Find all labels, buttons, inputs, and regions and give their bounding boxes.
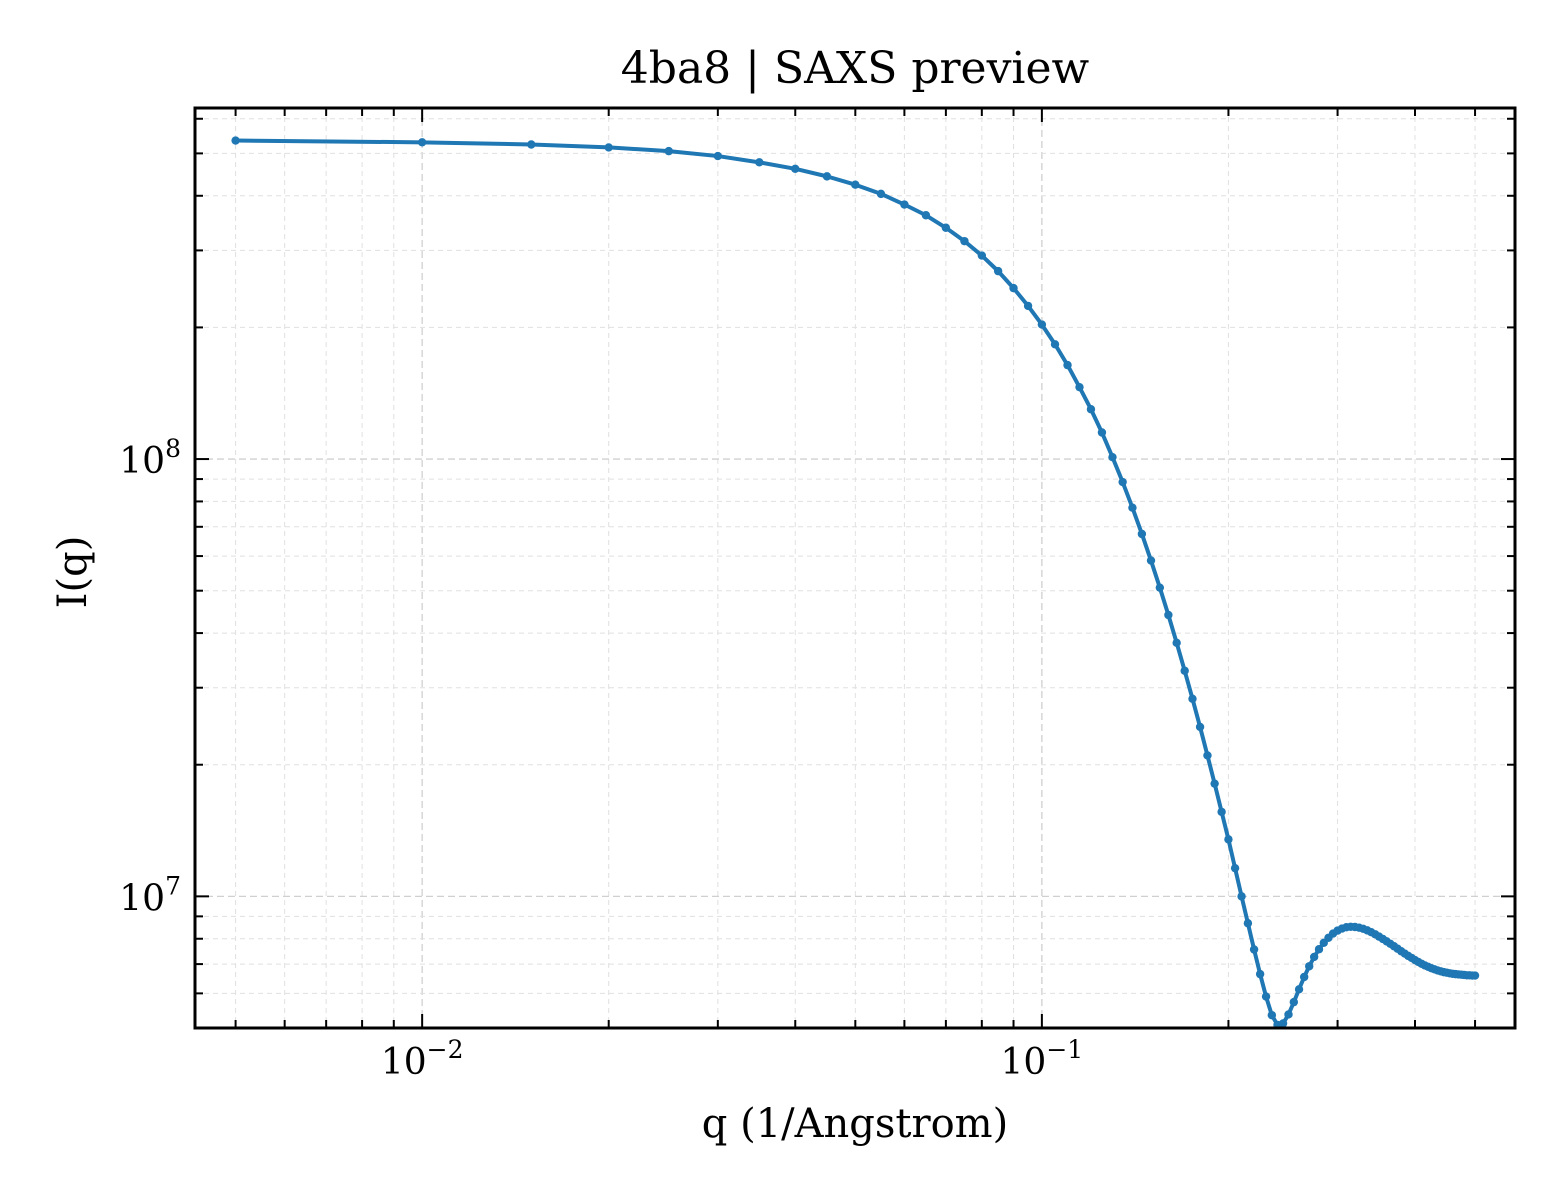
data-point <box>527 140 536 149</box>
data-point <box>1249 945 1259 954</box>
data-point <box>713 151 723 161</box>
data-point <box>977 251 987 260</box>
data-point <box>1255 969 1265 979</box>
data-point <box>231 136 240 145</box>
y-tick-label: 107 <box>119 871 181 919</box>
data-point <box>1063 360 1072 370</box>
data-point <box>1075 382 1084 392</box>
data-point <box>1314 945 1324 954</box>
x-axis-label: q (1/Angstrom) <box>702 1101 1008 1147</box>
data-point <box>1305 962 1314 971</box>
data-point <box>1037 320 1047 329</box>
x-tick-label: 10−1 <box>1001 1035 1084 1083</box>
data-point <box>1289 997 1299 1007</box>
data-point <box>1023 301 1033 311</box>
data-point <box>1128 503 1137 512</box>
data-point <box>417 138 427 147</box>
series-layer <box>231 136 1480 1030</box>
data-point <box>1243 919 1253 928</box>
data-point <box>1050 340 1060 349</box>
data-point <box>1155 583 1165 592</box>
data-point <box>960 236 969 246</box>
data-point <box>1146 556 1156 565</box>
data-point <box>1188 694 1197 703</box>
data-point <box>1164 610 1173 620</box>
data-point <box>1261 992 1271 1001</box>
data-point <box>664 146 673 156</box>
data-point <box>1086 405 1096 414</box>
data-point <box>1267 1010 1277 1020</box>
data-point <box>1294 985 1304 994</box>
y-tick-label: 108 <box>119 434 181 482</box>
data-point <box>755 158 764 167</box>
data-point <box>791 164 800 174</box>
grid-lines <box>195 108 1515 1029</box>
data-point <box>1009 283 1018 293</box>
data-point <box>1172 638 1181 648</box>
plot-frame <box>193 106 1517 1030</box>
data-point <box>604 143 613 152</box>
data-point <box>1230 863 1240 873</box>
data-point <box>993 266 1003 276</box>
data-point <box>822 172 832 181</box>
y-axis-label: I(q) <box>50 536 96 609</box>
data-point <box>1284 1010 1293 1019</box>
data-point <box>1137 529 1147 539</box>
data-point <box>1299 972 1309 982</box>
data-point <box>1210 779 1219 788</box>
data-point <box>1108 452 1117 462</box>
data-point <box>1203 751 1212 760</box>
data-point <box>1237 892 1246 901</box>
data-point <box>851 180 860 189</box>
data-point <box>1278 1019 1288 1028</box>
data-point <box>900 200 909 209</box>
chart-title: 4ba8 | SAXS preview <box>621 43 1090 94</box>
data-point <box>1224 835 1233 844</box>
data-point <box>1309 952 1319 962</box>
data-point <box>1195 722 1205 732</box>
data-point <box>941 223 951 232</box>
data-point <box>1180 666 1189 675</box>
data-point <box>1118 477 1127 487</box>
data-point <box>1097 428 1107 437</box>
data-point <box>1470 971 1480 980</box>
data-point <box>921 211 931 220</box>
tick-labels: 10−2 10−1 107 108 <box>119 434 1083 1083</box>
data-point <box>876 189 886 199</box>
x-tick-label: 10−2 <box>381 1035 464 1083</box>
data-point <box>1217 807 1226 817</box>
